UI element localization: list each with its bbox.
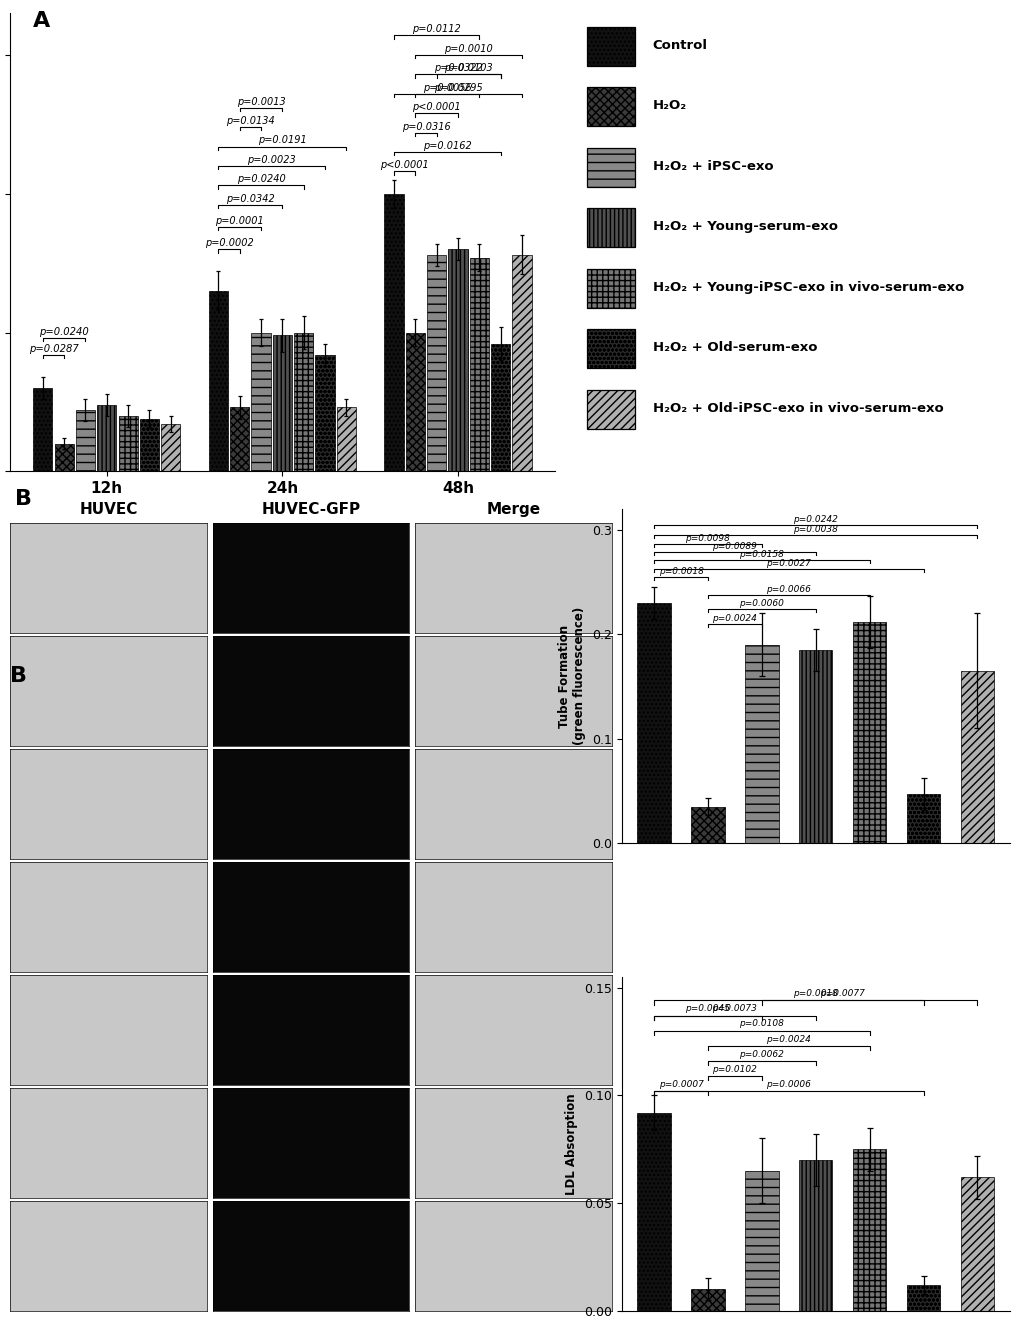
Text: p=0.0158: p=0.0158 <box>739 551 784 559</box>
FancyBboxPatch shape <box>587 26 635 66</box>
Text: p=0.0103: p=0.0103 <box>444 64 492 73</box>
Text: p=0.0027: p=0.0027 <box>765 559 810 568</box>
Bar <box>448 249 467 471</box>
Text: p=0.0112: p=0.0112 <box>412 24 461 34</box>
Bar <box>960 1177 994 1311</box>
Text: B: B <box>15 489 33 508</box>
Text: H₂O₂: H₂O₂ <box>652 99 686 113</box>
Text: H₂O₂ + Young-iPSC-exo in vivo-serum-exo: H₂O₂ + Young-iPSC-exo in vivo-serum-exo <box>652 281 963 294</box>
Text: p=0.0073: p=0.0073 <box>711 1005 756 1013</box>
Text: p=0.0077: p=0.0077 <box>819 989 864 998</box>
Bar <box>252 332 270 471</box>
Bar <box>745 645 777 843</box>
Text: p=0.0007: p=0.0007 <box>658 1080 703 1088</box>
Text: p=0.0018: p=0.0018 <box>793 989 838 998</box>
Bar <box>336 408 356 471</box>
Bar <box>230 408 249 471</box>
Bar <box>798 1160 832 1311</box>
Y-axis label: Tube Formation
(green fluorescence): Tube Formation (green fluorescence) <box>557 606 586 745</box>
Text: p=0.0240: p=0.0240 <box>236 175 285 184</box>
Text: p=0.0045: p=0.0045 <box>685 1005 730 1013</box>
Bar <box>512 254 531 471</box>
Bar <box>75 410 95 471</box>
Text: p<0.0001: p<0.0001 <box>380 160 429 171</box>
FancyBboxPatch shape <box>587 148 635 187</box>
Text: p=0.0010: p=0.0010 <box>444 44 492 54</box>
Bar <box>384 193 404 471</box>
Text: p=0.0191: p=0.0191 <box>258 135 307 146</box>
FancyBboxPatch shape <box>587 330 635 368</box>
Bar <box>140 418 159 471</box>
Text: p=0.0089: p=0.0089 <box>711 542 756 551</box>
Text: p=0.0024: p=0.0024 <box>711 614 756 622</box>
Bar <box>272 335 291 471</box>
Text: p=0.0066: p=0.0066 <box>765 585 810 593</box>
Text: p=0.0102: p=0.0102 <box>711 1064 756 1074</box>
Bar <box>470 258 488 471</box>
Bar <box>960 671 994 843</box>
Text: Merge: Merge <box>486 502 540 516</box>
Text: H₂O₂ + Old-serum-exo: H₂O₂ + Old-serum-exo <box>652 342 816 354</box>
Bar <box>34 388 52 471</box>
Bar <box>798 650 832 843</box>
Text: H₂O₂ + Young-serum-exo: H₂O₂ + Young-serum-exo <box>652 220 837 233</box>
Text: p=0.0316: p=0.0316 <box>401 122 450 131</box>
Bar <box>54 444 73 471</box>
FancyBboxPatch shape <box>587 87 635 126</box>
Text: H₂O₂ + Old-iPSC-exo in vivo-serum-exo: H₂O₂ + Old-iPSC-exo in vivo-serum-exo <box>652 401 943 414</box>
Bar <box>427 254 446 471</box>
Bar <box>406 332 425 471</box>
Bar <box>906 1284 940 1311</box>
Text: p=0.0060: p=0.0060 <box>739 600 784 608</box>
Text: p=0.0002: p=0.0002 <box>205 238 254 248</box>
FancyBboxPatch shape <box>587 389 635 429</box>
Bar <box>209 291 228 471</box>
Bar <box>637 1112 671 1311</box>
Bar <box>906 794 940 843</box>
Bar <box>637 602 671 843</box>
Bar <box>745 1170 777 1311</box>
Text: p=0.0013: p=0.0013 <box>236 97 285 106</box>
Text: p=0.0240: p=0.0240 <box>39 327 89 336</box>
Text: HUVEC-GFP: HUVEC-GFP <box>261 502 360 516</box>
Bar <box>852 622 886 843</box>
Text: HUVEC: HUVEC <box>79 502 138 516</box>
Bar <box>161 424 180 471</box>
Text: Control: Control <box>652 38 707 52</box>
Text: p=0.0024: p=0.0024 <box>765 1034 810 1043</box>
Text: p=0.0056: p=0.0056 <box>423 82 472 93</box>
FancyBboxPatch shape <box>587 269 635 307</box>
Text: p=0.0322: p=0.0322 <box>433 64 482 73</box>
Bar <box>97 405 116 471</box>
Text: p=0.0242: p=0.0242 <box>793 515 838 524</box>
Y-axis label: LDL Absorption: LDL Absorption <box>565 1092 578 1194</box>
Bar <box>118 416 138 471</box>
Bar <box>691 1290 723 1311</box>
Text: p=0.0342: p=0.0342 <box>226 193 274 204</box>
Text: p=0.0134: p=0.0134 <box>226 117 274 126</box>
Text: p=0.0018: p=0.0018 <box>658 567 703 576</box>
Text: B: B <box>10 666 28 686</box>
Bar <box>691 806 723 843</box>
Text: A: A <box>33 11 50 32</box>
Bar <box>490 344 510 471</box>
Text: H₂O₂ + iPSC-exo: H₂O₂ + iPSC-exo <box>652 160 772 172</box>
Text: p=0.0062: p=0.0062 <box>739 1050 784 1059</box>
Text: p=0.0023: p=0.0023 <box>248 155 296 164</box>
Text: p=0.0162: p=0.0162 <box>423 140 472 151</box>
Text: p=0.0295: p=0.0295 <box>433 82 482 93</box>
Bar <box>852 1149 886 1311</box>
Text: p=0.0098: p=0.0098 <box>685 534 730 543</box>
Text: p<0.0001: p<0.0001 <box>412 102 461 113</box>
Text: p=0.0001: p=0.0001 <box>215 216 264 226</box>
Bar <box>293 332 313 471</box>
Text: p=0.0108: p=0.0108 <box>739 1019 784 1029</box>
Text: p=0.0006: p=0.0006 <box>765 1080 810 1088</box>
Text: p=0.0038: p=0.0038 <box>793 526 838 534</box>
Text: p=0.0287: p=0.0287 <box>29 344 78 354</box>
Bar <box>315 355 334 471</box>
FancyBboxPatch shape <box>587 208 635 248</box>
